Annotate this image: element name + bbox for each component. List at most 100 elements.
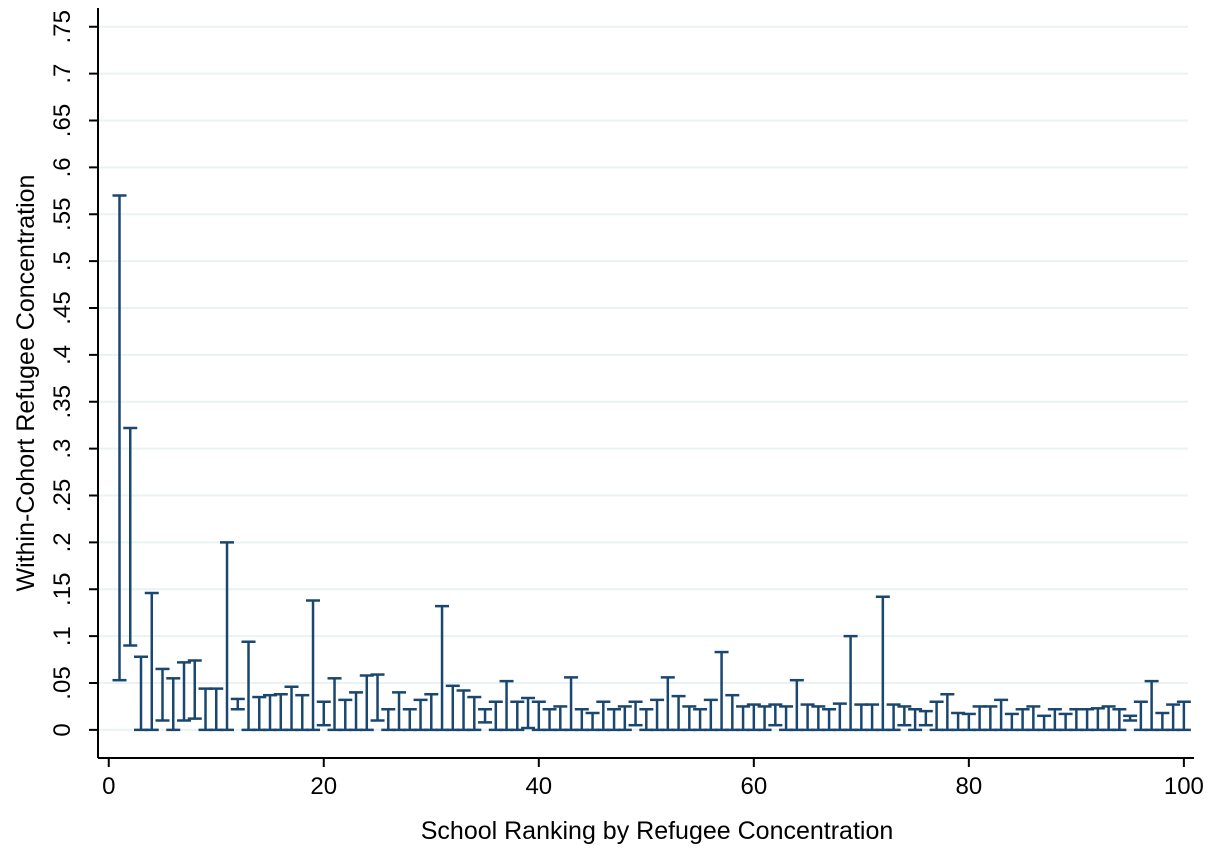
range-bar	[295, 693, 310, 732]
y-tick-label: .3	[49, 439, 76, 459]
range-bar	[327, 677, 342, 732]
range-bar	[531, 700, 546, 732]
y-tick-label: .1	[49, 626, 76, 646]
range-bar	[639, 708, 654, 732]
range-bars	[112, 194, 1191, 732]
range-bar	[467, 695, 482, 732]
range-bar	[1004, 712, 1019, 732]
x-axis-title: School Ranking by Refugee Concentration	[421, 817, 894, 845]
y-tick-label: .75	[49, 10, 76, 43]
range-bar	[316, 700, 331, 727]
y-tick-label: 0	[49, 723, 76, 736]
range-bar	[1047, 708, 1062, 732]
y-tick-label: .25	[49, 479, 76, 512]
range-bar	[660, 676, 675, 732]
range-bar	[338, 698, 353, 732]
y-tick-label: .5	[49, 251, 76, 271]
range-bar	[166, 677, 181, 732]
range-bar	[865, 703, 880, 732]
y-tick-label: .2	[49, 532, 76, 552]
range-bar	[209, 687, 224, 732]
range-bar	[1069, 708, 1084, 732]
range-bar	[650, 698, 665, 732]
y-tick-label: .15	[49, 573, 76, 606]
range-bar	[445, 684, 460, 732]
range-bar	[123, 426, 138, 647]
range-bar	[1037, 714, 1052, 732]
x-tick-label: 0	[102, 773, 115, 800]
range-bar	[478, 708, 493, 724]
range-bar	[499, 679, 514, 732]
range-bar	[886, 703, 901, 732]
range-bar	[854, 703, 869, 732]
x-tick-label: 20	[310, 773, 337, 800]
range-bar	[1155, 711, 1170, 732]
y-tick-label: .6	[49, 157, 76, 177]
y-tick-label: .65	[49, 104, 76, 137]
range-bar	[241, 640, 256, 732]
range-bar	[757, 705, 772, 732]
range-bar	[273, 693, 288, 732]
range-bar	[746, 703, 761, 732]
range-bar	[144, 591, 159, 732]
range-bar	[177, 661, 192, 722]
y-tick-label: .7	[49, 64, 76, 84]
range-bar	[230, 697, 245, 711]
range-bar	[983, 705, 998, 732]
x-tick-label: 100	[1164, 773, 1204, 800]
range-bar	[1123, 714, 1138, 722]
range-bar	[832, 702, 847, 732]
range-bar	[596, 700, 611, 732]
range-bar	[607, 708, 622, 732]
range-bar	[714, 650, 729, 732]
axes	[97, 8, 1194, 759]
range-bar	[1090, 707, 1105, 732]
range-bar	[198, 687, 213, 732]
range-bar	[187, 659, 202, 720]
tick-marks: 0 20 40 60 80 100 0 .05 .1 .15 .2 .25 .3 .35 .4 .45 .5 .5…	[49, 10, 1204, 800]
range-bar	[961, 712, 976, 732]
range-bar	[1144, 679, 1159, 732]
range-bar	[768, 703, 783, 727]
range-bar	[413, 698, 428, 732]
range-bar	[1080, 708, 1095, 732]
range-bar	[521, 696, 536, 730]
range-bar	[918, 709, 933, 727]
grid-lines	[98, 25, 1188, 731]
x-tick-label: 80	[955, 773, 982, 800]
range-bar	[263, 693, 278, 732]
range-bar	[736, 705, 751, 732]
y-axis-title: Within-Cohort Refugee Concentration	[12, 175, 40, 592]
range-bar	[1112, 708, 1127, 732]
range-bar	[1166, 703, 1181, 732]
y-tick-label: .4	[49, 345, 76, 365]
range-bar	[703, 698, 718, 732]
y-tick-label: .35	[49, 385, 76, 418]
range-bar	[693, 708, 708, 732]
range-bar	[800, 703, 815, 732]
range-bar	[564, 676, 579, 732]
range-bar	[112, 194, 127, 682]
y-tick-label: .05	[49, 666, 76, 699]
range-bar	[725, 693, 740, 732]
range-bar	[510, 700, 525, 732]
range-bar	[875, 595, 890, 732]
range-bar	[628, 700, 643, 727]
range-bar	[252, 695, 267, 732]
range-bar	[1058, 712, 1073, 732]
x-tick-label: 40	[525, 773, 552, 800]
range-bar	[671, 694, 686, 732]
range-bar	[897, 705, 912, 727]
range-bar	[972, 705, 987, 732]
range-bar	[488, 700, 503, 732]
range-bar	[908, 708, 923, 732]
range-bar	[349, 691, 364, 732]
range-bar	[585, 711, 600, 732]
range-bar	[370, 673, 385, 722]
range-bar	[617, 705, 632, 732]
x-tick-label: 60	[740, 773, 767, 800]
range-bar	[134, 655, 149, 732]
range-bar	[306, 599, 321, 732]
range-bar	[1015, 708, 1030, 732]
